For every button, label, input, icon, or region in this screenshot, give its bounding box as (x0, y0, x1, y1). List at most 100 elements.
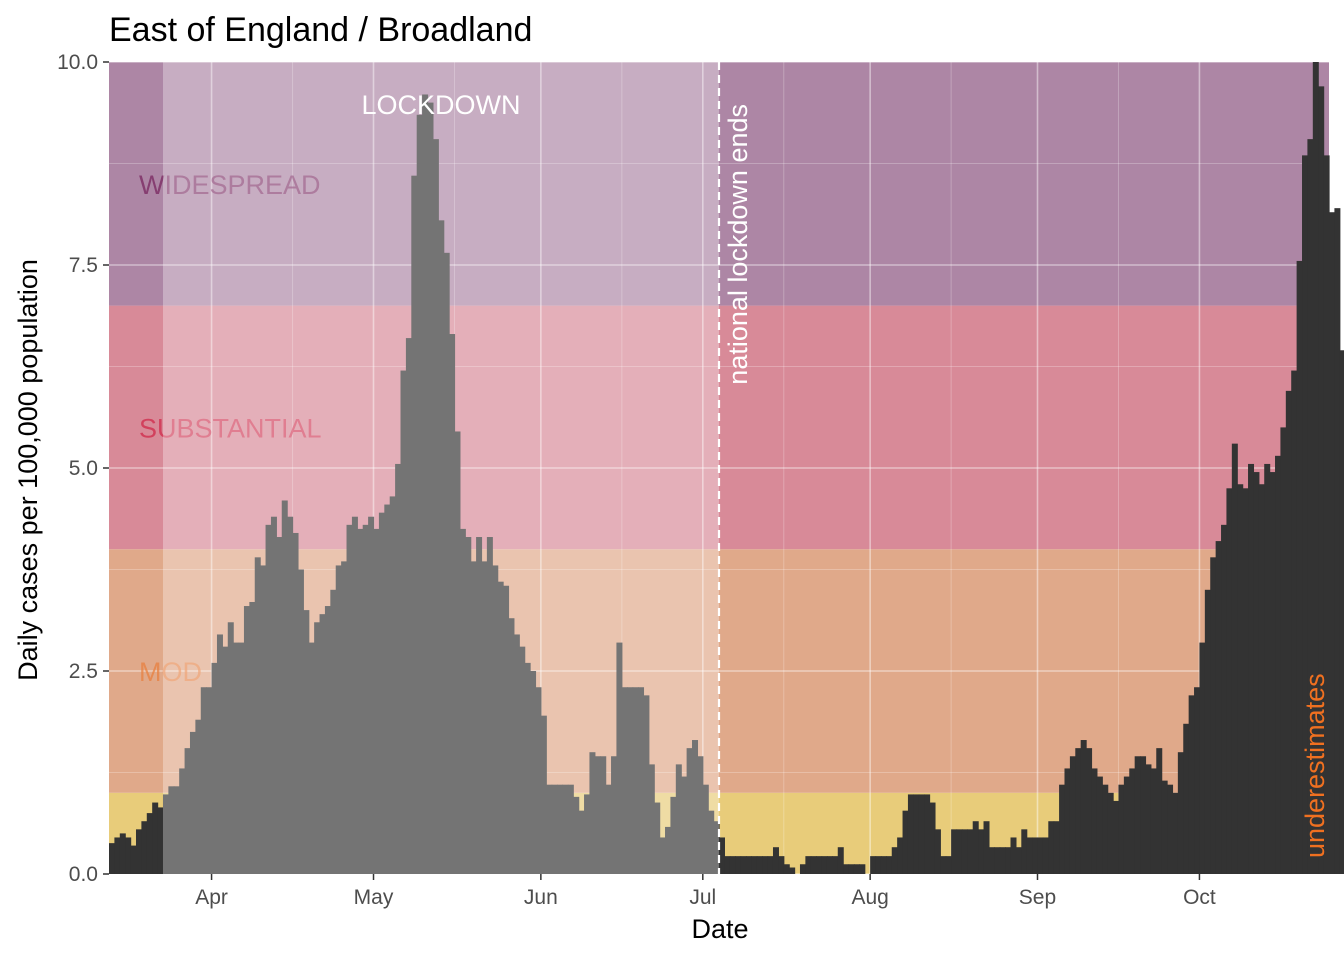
bar (362, 524, 369, 874)
bar (1275, 455, 1282, 874)
bar (627, 687, 634, 874)
chart-title: East of England / Broadland (109, 11, 532, 49)
bar (211, 662, 218, 874)
bar (1312, 62, 1319, 874)
bar (276, 537, 283, 874)
bar (578, 810, 585, 874)
y-tick-label: 0.0 (69, 863, 98, 886)
bar (497, 581, 504, 874)
bar (1129, 768, 1136, 874)
bar (697, 756, 704, 874)
bar (799, 864, 806, 874)
bar (281, 500, 288, 874)
bar (1123, 776, 1130, 874)
bar (1118, 784, 1125, 874)
bar (686, 748, 693, 874)
bar (1005, 847, 1012, 874)
bar (870, 856, 877, 874)
bar (983, 821, 990, 874)
bar (621, 687, 628, 874)
bar (675, 764, 682, 874)
bar (508, 618, 515, 874)
bar (665, 826, 672, 874)
y-tick-label: 5.0 (69, 457, 98, 480)
bar (119, 833, 126, 874)
bar (1080, 740, 1087, 874)
bar (486, 537, 493, 874)
bar (135, 829, 142, 874)
bar (772, 847, 779, 874)
x-tick-label: Sep (1019, 886, 1056, 909)
bar (292, 532, 299, 874)
x-tick-label: Aug (851, 886, 888, 909)
bar (184, 748, 191, 874)
bar (1334, 208, 1341, 874)
bar (546, 784, 553, 874)
bar (1269, 472, 1276, 874)
bar (503, 585, 510, 874)
bar (805, 856, 812, 874)
bar (1048, 821, 1055, 874)
y-tick-label: 10.0 (57, 51, 98, 74)
bar (1096, 776, 1103, 874)
bar (611, 756, 618, 874)
bar (530, 671, 537, 874)
bar (179, 768, 186, 874)
bar (303, 610, 310, 874)
bar (1280, 427, 1287, 874)
bar (826, 856, 833, 874)
bar (114, 837, 121, 874)
bar (1248, 463, 1255, 874)
bar (880, 856, 887, 874)
bar (902, 810, 909, 874)
bar (216, 634, 223, 874)
bar (638, 687, 645, 874)
bar (589, 752, 596, 874)
bar (557, 784, 564, 874)
bar (875, 856, 882, 874)
bar (1199, 642, 1206, 874)
x-axis-title: Date (691, 914, 748, 944)
bar (519, 646, 526, 874)
bar (195, 719, 202, 874)
bar (1329, 212, 1335, 875)
bar (816, 856, 823, 874)
bar (783, 864, 790, 874)
bar (745, 856, 752, 874)
bar (335, 565, 342, 874)
y-axis-title: Daily cases per 100,000 population (13, 259, 43, 681)
bar (395, 463, 402, 874)
bar (848, 864, 855, 874)
bar (945, 856, 952, 874)
band-label-widespread: WIDESPREAD (139, 170, 321, 200)
bar (1307, 139, 1314, 874)
x-tick-label: Jul (689, 886, 716, 909)
bar (1210, 557, 1217, 874)
bar (1086, 748, 1093, 874)
bar (1102, 784, 1109, 874)
bar (1156, 748, 1163, 874)
bar (238, 642, 245, 874)
bar (470, 561, 477, 874)
bar (897, 837, 904, 874)
band-label-substantial: SUBSTANTIAL (139, 413, 322, 443)
bar (1059, 784, 1066, 874)
bar (702, 784, 709, 874)
bar (632, 687, 639, 874)
bar (1161, 780, 1168, 874)
bar (724, 856, 731, 874)
bar (384, 504, 391, 874)
bar (454, 431, 461, 874)
x-tick-label: Jun (524, 886, 558, 909)
plot-panel: MOD SUBSTANTIAL WIDESPREAD LOCKDOWN nation… (109, 61, 1344, 875)
bar (243, 606, 250, 874)
bar (929, 802, 936, 874)
bar (432, 139, 439, 874)
bar (1204, 589, 1211, 874)
bar (1042, 837, 1049, 874)
bar (999, 847, 1006, 874)
bar (1194, 687, 1201, 874)
lockdown-label: LOCKDOWN (361, 90, 520, 120)
lockdown-end-label: national lockdown ends (723, 104, 753, 385)
bar (481, 561, 488, 874)
